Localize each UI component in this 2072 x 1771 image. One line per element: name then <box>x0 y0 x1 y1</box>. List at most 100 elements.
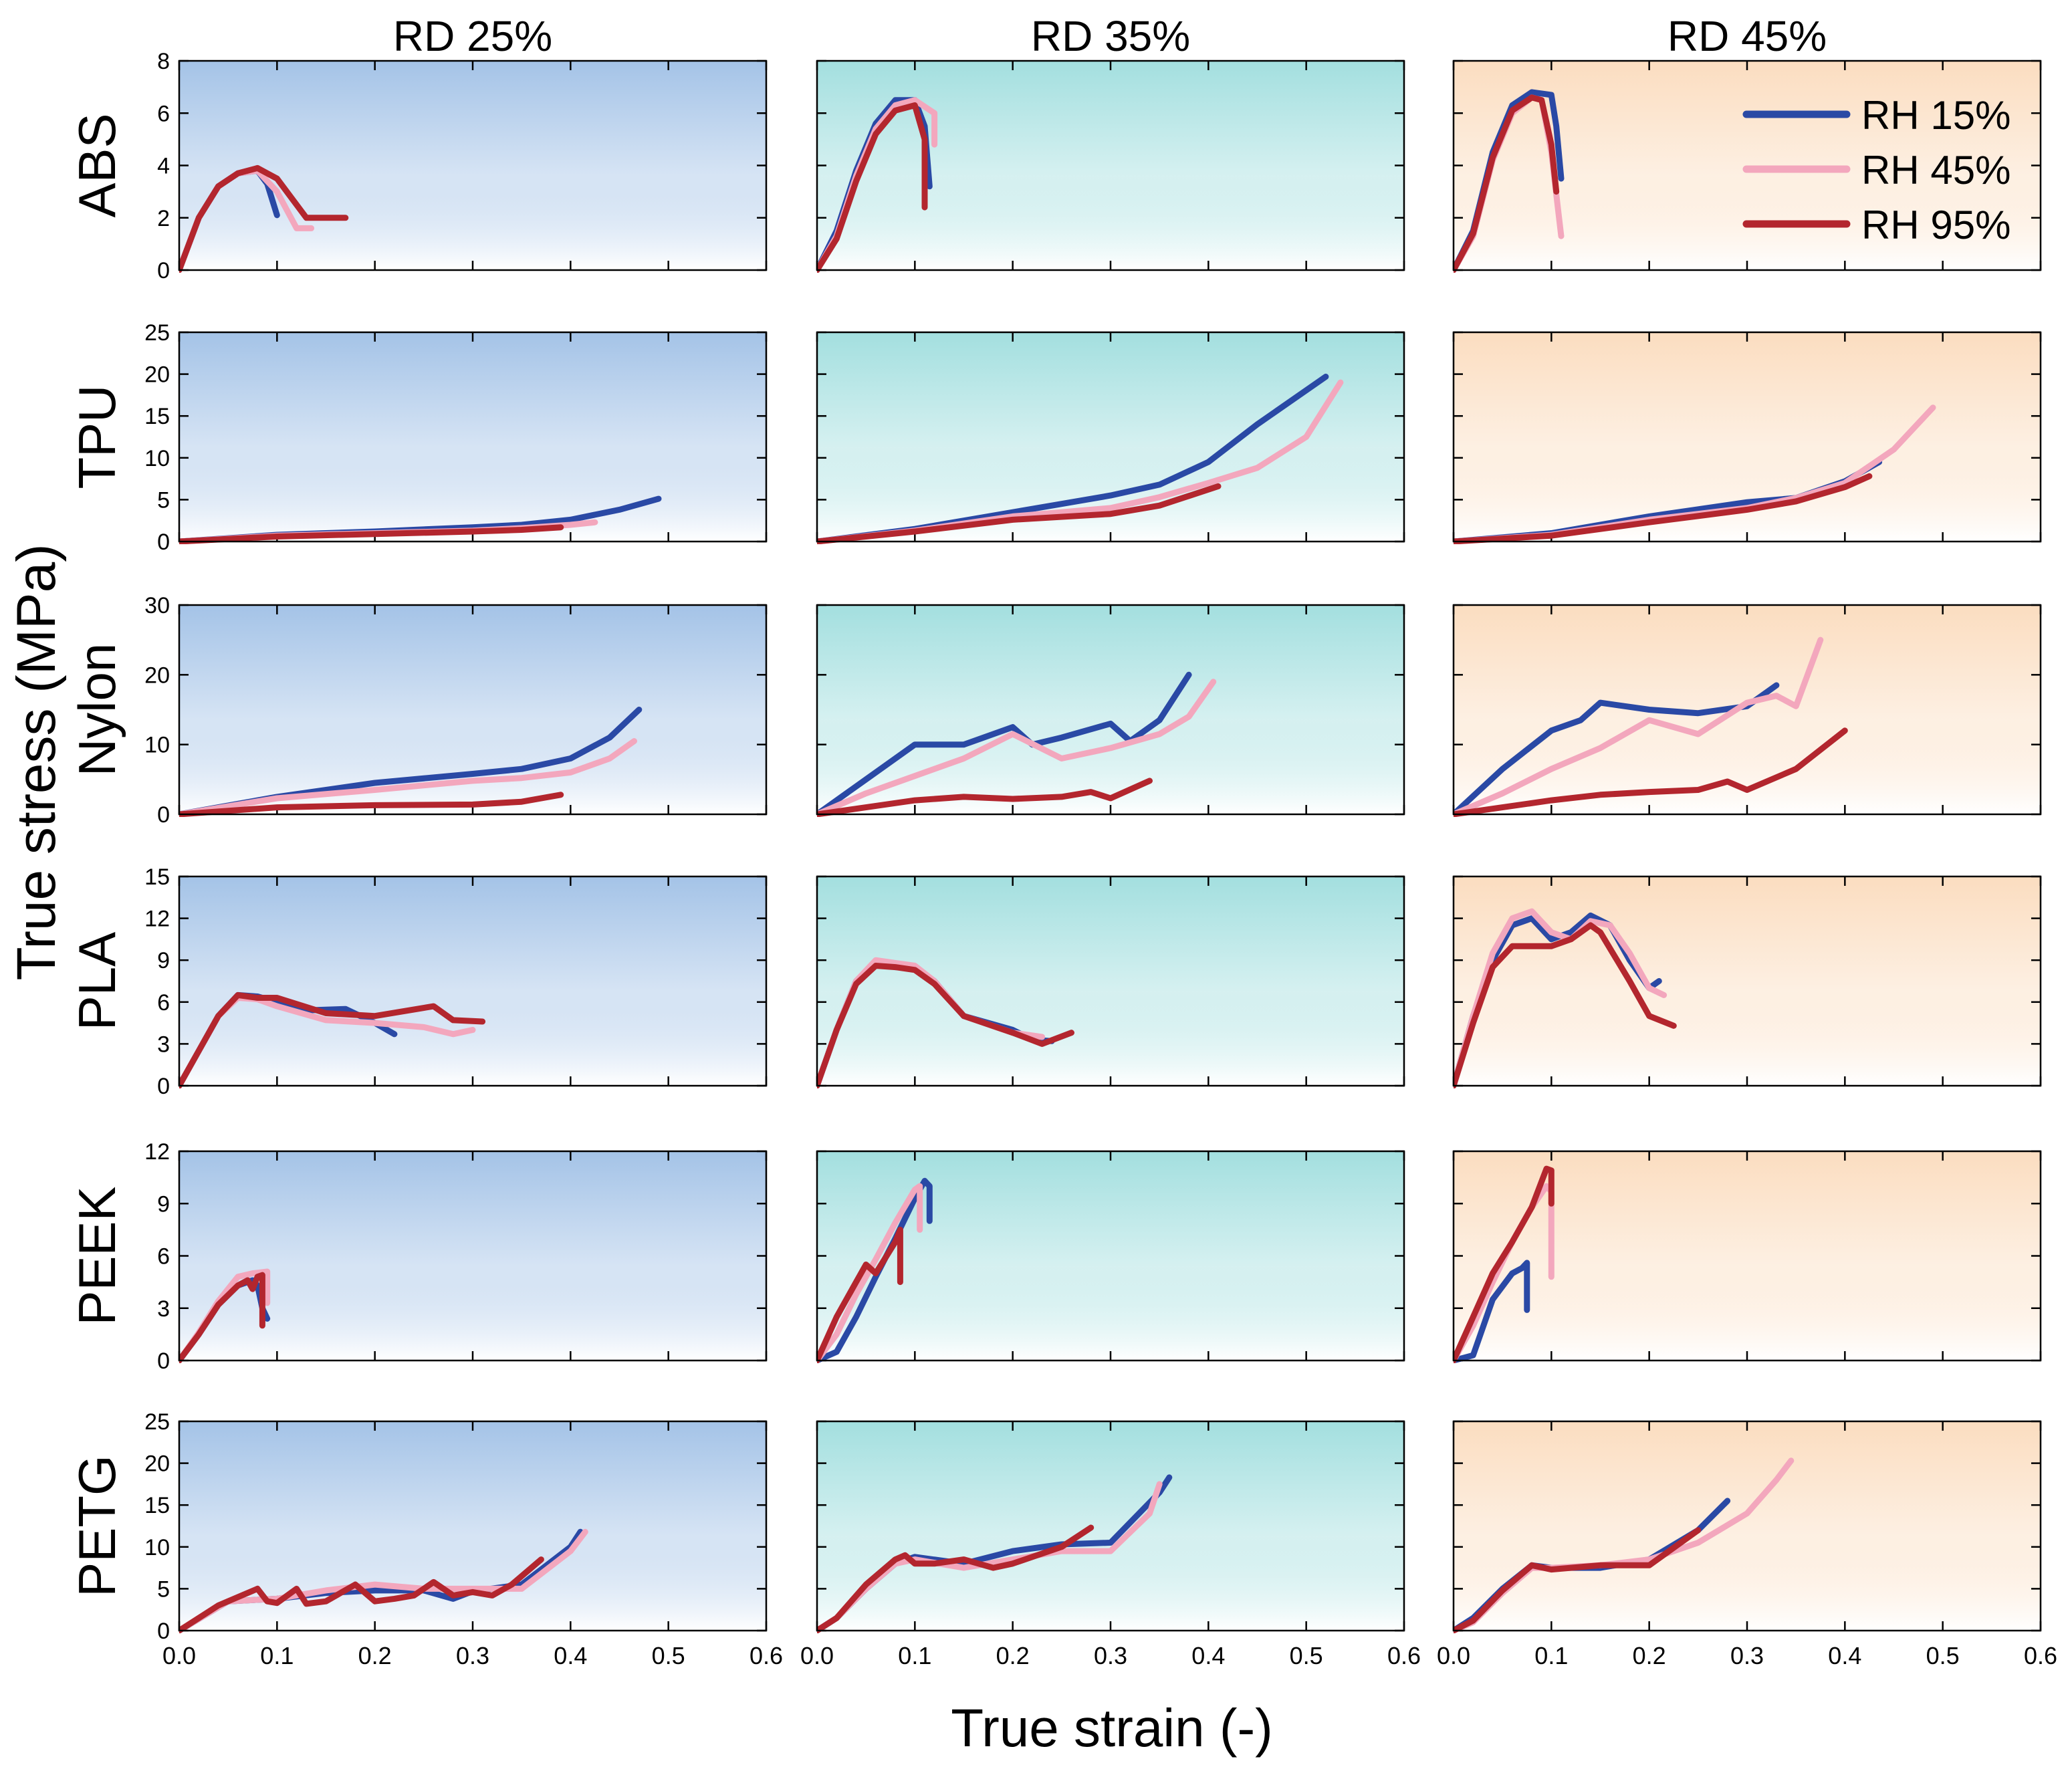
panel-abs-rd-25: 0 2 4 6 8 <box>157 49 768 283</box>
panel-nylon-rd-45-frame <box>1452 604 2042 816</box>
panel-nylon-rd-25: 0 10 20 30 <box>144 593 768 828</box>
panel-tpu-rd-25-frame <box>178 331 768 543</box>
legend-label-rh-95: RH 95% <box>1861 203 2010 247</box>
panel-peek-rd-45-series-rh-15 <box>1454 1260 1530 1363</box>
panel-nylon-rd-25-series-rh-45 <box>179 738 637 817</box>
panel-pla-rd-45 <box>1452 875 2042 1088</box>
panel-pla-rd-35-frame <box>816 875 1405 1087</box>
x-tick-label: 0.4 <box>554 1642 587 1669</box>
y-tick-label: 10 <box>144 733 170 758</box>
y-tick-label: 5 <box>157 1576 170 1602</box>
panel-peek-rd-35-series-rh-95 <box>817 1226 903 1363</box>
panel-pla-rd-45-series-rh-95 <box>1454 922 1677 1088</box>
panel-nylon-rd-35 <box>816 604 1405 817</box>
panel-tpu-rd-35-frame <box>816 331 1405 543</box>
panel-abs-rd-35-background <box>817 61 1404 270</box>
y-tick-label: 0 <box>157 1619 170 1644</box>
y-tick-label: 25 <box>144 1409 170 1435</box>
panel-tpu-rd-25: 0 5 10 15 20 25 <box>144 320 768 555</box>
panel-peek-rd-35-background <box>817 1151 1404 1361</box>
panel-pla-rd-45-background <box>1454 876 2041 1086</box>
panel-petg-rd-25-series-rh-45 <box>179 1528 588 1633</box>
legend-label-rh-45: RH 45% <box>1861 148 2010 193</box>
panel-tpu-rd-45 <box>1452 331 2042 544</box>
y-tick-label: 20 <box>144 362 170 388</box>
panel-abs-rd-45-series-rh-95 <box>1454 94 1560 273</box>
panel-tpu-rd-45-series-rh-95 <box>1454 473 1873 544</box>
panel-nylon-rd-35-background <box>817 605 1404 814</box>
column-title-rd-45: RD 45% <box>1667 12 1827 60</box>
panel-pla-rd-25: 0 3 6 9 12 15 <box>144 864 768 1099</box>
panel-pla-rd-35-series-rh-95 <box>817 963 1074 1088</box>
x-tick-label: 0.3 <box>456 1642 489 1669</box>
panel-petg-rd-45-frame <box>1452 1420 2042 1632</box>
panel-pla-rd-25-background <box>179 876 766 1086</box>
panel-petg-rd-35-series-rh-95 <box>817 1524 1095 1633</box>
y-tick-label: 0 <box>157 802 170 828</box>
panel-abs-rd-45: RH 15% RH 45% RH 95% <box>1452 60 2042 273</box>
panel-peek-rd-25-series-rh-95 <box>179 1272 265 1363</box>
y-tick-label: 0 <box>157 1348 170 1374</box>
panel-tpu-rd-35-series-rh-95 <box>817 483 1222 544</box>
row-label-tpu: TPU <box>68 385 126 489</box>
column-title-rd-25: RD 25% <box>393 12 552 60</box>
x-tick-label: 0.4 <box>1828 1642 1861 1669</box>
x-tick-label: 0.5 <box>652 1642 685 1669</box>
panel-petg-rd-45: 0.0 0.1 0.2 0.3 0.4 0.5 0.6 <box>1437 1420 2057 1669</box>
legend: RH 15% RH 45% RH 95% <box>1742 93 2010 247</box>
labels-layer: True stress (MPa) True strain (-) RD 25%… <box>6 12 1827 1758</box>
panel-pla-rd-45-series-rh-45 <box>1454 908 1667 1088</box>
row-label-petg: PETG <box>68 1455 126 1597</box>
panel-peek-rd-35-series-rh-45 <box>817 1183 923 1363</box>
panel-pla-rd-35 <box>816 875 1405 1088</box>
panel-peek-rd-35 <box>816 1150 1405 1363</box>
panel-abs-rd-25-background <box>179 61 766 270</box>
panel-petg-rd-35-frame <box>816 1420 1405 1632</box>
x-tick-label: 0.3 <box>1094 1642 1127 1669</box>
x-tick-label: 0.1 <box>1534 1642 1568 1669</box>
y-tick-label: 6 <box>157 990 170 1016</box>
x-tick-label: 0.2 <box>1633 1642 1666 1669</box>
legend-label-rh-15: RH 15% <box>1861 93 2010 138</box>
panel-nylon-rd-45-series-rh-95 <box>1454 727 1848 817</box>
panel-pla-rd-35-background <box>817 876 1404 1086</box>
y-tick-label: 6 <box>157 1244 170 1270</box>
panel-tpu-rd-45-frame <box>1452 331 2042 543</box>
y-tick-label: 15 <box>144 864 170 890</box>
x-tick-label: 0.5 <box>1290 1642 1323 1669</box>
row-label-peek: PEEK <box>68 1186 126 1325</box>
y-tick-label: 20 <box>144 663 170 688</box>
y-tick-label: 0 <box>157 529 170 555</box>
row-label-nylon: Nylon <box>68 643 126 776</box>
x-axis-label: True strain (-) <box>951 1698 1273 1758</box>
y-tick-label: 0 <box>157 258 170 283</box>
y-tick-label: 3 <box>157 1296 170 1322</box>
y-tick-label: 4 <box>157 154 170 179</box>
y-tick-label: 0 <box>157 1074 170 1099</box>
y-tick-label: 15 <box>144 1493 170 1518</box>
x-tick-label: 0.6 <box>750 1642 783 1669</box>
x-tick-label: 0.5 <box>1926 1642 1960 1669</box>
panel-peek-rd-25-frame <box>178 1150 768 1362</box>
panel-nylon-rd-45-background <box>1454 605 2041 814</box>
x-tick-label: 0.6 <box>2024 1642 2057 1669</box>
row-label-pla: PLA <box>68 932 126 1030</box>
x-tick-label: 0.6 <box>1387 1642 1421 1669</box>
panel-petg-rd-35-background <box>817 1421 1404 1631</box>
y-axis-label: True stress (MPa) <box>6 544 67 980</box>
y-tick-label: 9 <box>157 1191 170 1217</box>
panel-tpu-rd-25-series-rh-95 <box>179 524 564 544</box>
panel-petg-rd-25-series-rh-95 <box>179 1556 544 1633</box>
x-tick-label: 0.4 <box>1191 1642 1225 1669</box>
panel-nylon-rd-35-series-rh-45 <box>817 679 1217 817</box>
row-label-abs: ABS <box>68 113 126 217</box>
panel-pla-rd-45-frame <box>1452 875 2042 1087</box>
panel-petg-rd-45-series-rh-95 <box>1454 1527 1702 1633</box>
x-tick-label: 0.3 <box>1730 1642 1764 1669</box>
panel-petg-rd-45-background <box>1454 1421 2041 1631</box>
panel-tpu-rd-35 <box>816 331 1405 544</box>
panel-nylon-rd-35-series-rh-95 <box>817 778 1153 817</box>
y-tick-label: 10 <box>144 1535 170 1560</box>
panel-abs-rd-25-frame <box>178 60 768 271</box>
